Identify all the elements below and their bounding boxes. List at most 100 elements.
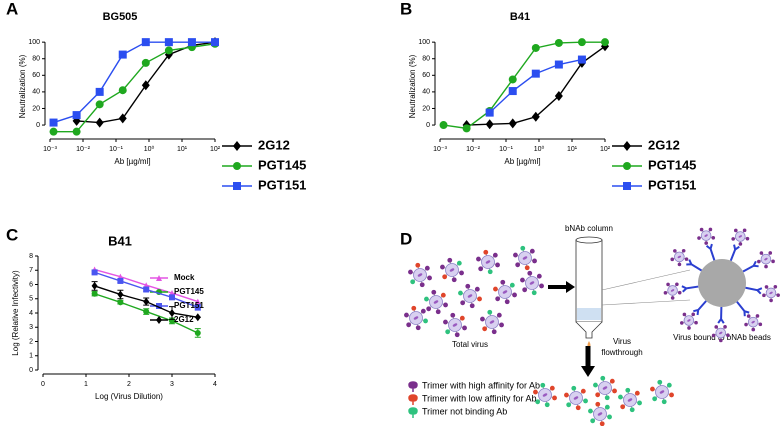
trimer [731, 237, 735, 241]
trimer [620, 404, 625, 409]
point [165, 38, 173, 46]
trimer [423, 319, 428, 324]
point [92, 269, 98, 275]
x-axis-label: Ab [µg/ml] [114, 157, 150, 166]
trimer [595, 392, 600, 397]
legend-label: PGT145 [174, 287, 204, 296]
trimer [460, 300, 465, 305]
trimer [475, 287, 480, 292]
trimer [667, 383, 672, 388]
antibody [718, 307, 724, 323]
point [578, 38, 586, 46]
trimer [671, 296, 675, 300]
trimer [670, 258, 674, 262]
legend-label: 2G12 [174, 315, 194, 324]
trimer [759, 323, 763, 327]
y-tick-label: 80 [422, 56, 430, 63]
trimer [726, 333, 730, 337]
trimer [762, 294, 766, 298]
trimer [420, 282, 425, 287]
legend-label: PGT151 [258, 177, 306, 192]
trimer [470, 303, 475, 308]
trimer [635, 391, 640, 396]
trimer [520, 278, 525, 283]
x-tick-label: 10⁻³ [43, 146, 57, 153]
trimer [527, 271, 532, 276]
trimer [515, 262, 520, 267]
arrow [566, 281, 575, 293]
legend-marker [233, 162, 241, 170]
trimer [493, 287, 498, 292]
trimer [746, 237, 750, 241]
y-tick-label: 60 [32, 72, 40, 79]
trimer [605, 405, 610, 410]
y-tick-label: 0 [29, 367, 33, 374]
legend-label: 2G12 [258, 137, 290, 152]
y-axis-label: Log (Relative Infectivity) [11, 270, 20, 356]
trimer [510, 283, 515, 288]
trimer [680, 321, 684, 325]
legend-label: 2G12 [648, 137, 680, 152]
trimer [650, 387, 655, 392]
x-tick-label: 3 [170, 381, 174, 388]
trimer [657, 380, 662, 385]
trimer [678, 291, 682, 295]
legend-text: Trimer not binding Ab [422, 406, 507, 416]
trimer [457, 261, 462, 266]
trimer [700, 228, 704, 232]
trimer [576, 405, 581, 410]
trimer [571, 386, 576, 391]
trimer [447, 258, 452, 263]
trimer [416, 325, 421, 330]
y-tick-label: 20 [422, 105, 430, 112]
x-tick-label: 10⁰ [534, 145, 545, 153]
trimer [751, 328, 755, 332]
trimer [455, 332, 460, 337]
trimer [757, 260, 761, 264]
trimer [723, 325, 727, 329]
legend-icon [409, 395, 417, 405]
antibody [731, 245, 740, 261]
chart-title: BG505 [103, 11, 138, 23]
trimer [704, 241, 708, 245]
trimer [522, 287, 527, 292]
point [143, 298, 149, 306]
trimer [756, 314, 760, 318]
trimer [768, 251, 772, 255]
legend-label: PGT151 [648, 177, 696, 192]
trimer [460, 316, 465, 321]
trimer [709, 228, 713, 232]
y-tick-label: 40 [32, 89, 40, 96]
chart-title: B41 [510, 11, 530, 23]
antibody [707, 244, 715, 260]
y-tick-label: 7 [29, 267, 33, 274]
trimer [488, 269, 493, 274]
trimer [442, 274, 447, 279]
x-tick-label: 10¹ [567, 146, 578, 153]
point [96, 88, 104, 96]
trimer [739, 242, 743, 246]
trimer [683, 313, 687, 317]
point [578, 56, 586, 64]
y-tick-label: 2 [29, 338, 33, 345]
trimer [714, 325, 718, 329]
antibody [682, 286, 698, 292]
trimer [436, 309, 441, 314]
x-tick-label: 1 [84, 381, 88, 388]
y-tick-label: 0 [426, 122, 430, 129]
trimer [459, 271, 464, 276]
point [601, 38, 609, 46]
series-line [490, 60, 582, 113]
point [117, 278, 123, 284]
trimer [462, 326, 467, 331]
point [165, 46, 173, 54]
trimer [630, 407, 635, 412]
point [532, 70, 540, 78]
point [96, 118, 104, 128]
trimer [477, 297, 482, 302]
point [555, 61, 563, 69]
point [211, 38, 219, 46]
point [117, 290, 123, 298]
x-tick-label: 10⁻² [466, 146, 480, 153]
